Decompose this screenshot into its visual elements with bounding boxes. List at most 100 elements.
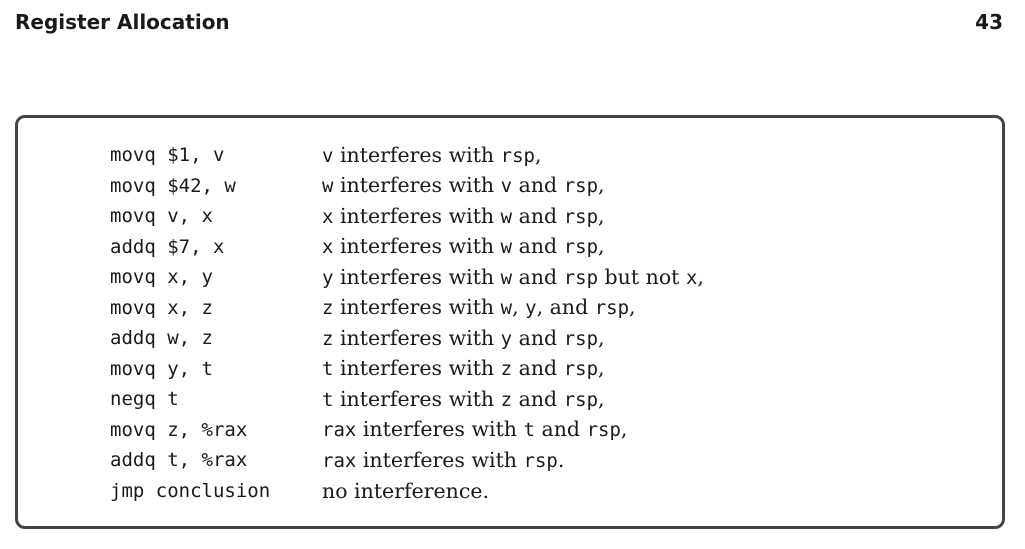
interference-note: x interferes with w and rsp,	[322, 201, 605, 233]
note-text: and	[512, 234, 564, 258]
note-text: ,	[598, 356, 605, 380]
instruction-code: movq x, y	[110, 266, 213, 288]
interference-note: v interferes with rsp,	[322, 140, 542, 172]
variable-name: w	[500, 236, 513, 258]
instruction-code: movq $1, v	[110, 144, 225, 166]
interference-note: z interferes with y and rsp,	[322, 323, 605, 355]
listing-row: addq $7, x x interferes with w and rsp,	[110, 232, 704, 263]
listing-row: addq t, %rax rax interferes with rsp.	[110, 445, 704, 476]
variable-name: v	[500, 175, 513, 197]
variable-name: x	[322, 205, 334, 228]
note-text: interferes with	[333, 142, 501, 167]
variable-name: w	[500, 297, 513, 319]
listing-row: movq z, %rax rax interferes with t and rs…	[110, 415, 704, 446]
variable-name: w	[500, 205, 513, 228]
instruction-code: movq y, t	[110, 357, 213, 380]
note-text: ,	[697, 264, 704, 289]
interference-note: rax interferes with rsp.	[322, 445, 564, 477]
note-text: ,	[629, 295, 636, 319]
listing-row: addq w, z z interferes with y and rsp,	[110, 323, 704, 354]
variable-name: rsp	[523, 449, 558, 472]
note-text: ,	[620, 417, 628, 441]
note-text: ,	[534, 142, 542, 167]
note-text: interferes with	[356, 417, 524, 441]
slide-title: Register Allocation	[15, 10, 230, 34]
note-text: ,	[598, 325, 605, 350]
note-text: and	[512, 264, 564, 289]
interference-note: rax interferes with t and rsp,	[322, 414, 627, 446]
instruction-code: movq v, x	[110, 205, 213, 227]
note-text: interferes with	[333, 356, 501, 380]
variable-name: rax	[322, 419, 357, 441]
listing-row: movq $42, w w interferes with v and rsp,	[110, 171, 704, 202]
slide-header: Register Allocation 43	[15, 10, 1003, 36]
variable-name: rsp	[563, 358, 599, 380]
instruction-code: movq x, z	[110, 296, 213, 319]
note-text: ,	[598, 173, 605, 197]
note-text: but not	[598, 264, 686, 289]
variable-name: rsp	[500, 144, 535, 167]
variable-name: rsp	[563, 205, 599, 228]
variable-name: rsp	[586, 419, 621, 441]
variable-name: rsp	[563, 266, 599, 289]
interference-note: z interferes with w, y, and rsp,	[322, 292, 636, 324]
variable-name: z	[500, 358, 513, 380]
note-text: and	[512, 386, 564, 411]
interference-note: y interferes with w and rsp but not x,	[322, 262, 704, 294]
instruction-code: jmp conclusion	[110, 479, 271, 502]
instruction-code: addq $7, x	[110, 235, 225, 258]
variable-name: v	[322, 144, 334, 167]
note-text: interferes with	[356, 447, 524, 472]
note-text: interferes with	[333, 386, 501, 411]
note-text: no interference.	[322, 478, 489, 503]
interference-note: no interference.	[322, 476, 489, 507]
listing-row: jmp conclusion no interference.	[110, 476, 704, 507]
note-text: , and	[536, 295, 595, 319]
note-text: and	[534, 417, 587, 441]
listing-frame	[15, 115, 1005, 529]
interference-note: w interferes with v and rsp,	[322, 170, 605, 202]
note-text: interferes with	[333, 264, 501, 289]
variable-name: y	[322, 266, 334, 289]
listing-row: negq t t interferes with z and rsp,	[110, 384, 704, 415]
instruction-code: movq $42, w	[110, 174, 236, 197]
note-text: and	[512, 325, 564, 350]
page-number: 43	[975, 10, 1003, 34]
variable-name: y	[525, 297, 537, 319]
note-text: interferes with	[333, 325, 501, 350]
instruction-code: negq t	[110, 388, 179, 410]
variable-name: rsp	[594, 297, 630, 319]
variable-name: t	[322, 358, 334, 380]
note-text: and	[512, 173, 564, 197]
variable-name: rax	[322, 449, 357, 472]
variable-name: y	[500, 327, 513, 350]
variable-name: x	[322, 236, 334, 258]
note-text: ,	[598, 203, 605, 228]
listing-row: movq x, z z interferes with w, y, and rsp…	[110, 293, 704, 324]
variable-name: rsp	[563, 388, 599, 411]
variable-name: t	[322, 388, 334, 411]
variable-name: w	[322, 175, 334, 197]
note-text: and	[512, 203, 564, 228]
instruction-code: addq w, z	[110, 327, 213, 349]
variable-name: w	[500, 266, 513, 289]
listing-row: movq $1, v v interferes with rsp,	[110, 140, 704, 171]
instruction-code: movq z, %rax	[110, 418, 248, 441]
note-text: ,	[598, 234, 605, 258]
variable-name: rsp	[563, 236, 599, 258]
note-text: interferes with	[333, 234, 501, 258]
note-text: interferes with	[333, 173, 501, 197]
variable-name: x	[685, 266, 698, 289]
note-text: and	[512, 356, 564, 380]
instruction-code: addq t, %rax	[110, 449, 248, 471]
listing-row: movq v, x x interferes with w and rsp,	[110, 201, 704, 232]
interference-note: t interferes with z and rsp,	[322, 353, 605, 385]
listing-row: movq x, y y interferes with w and rsp but…	[110, 262, 704, 293]
variable-name: t	[523, 419, 535, 441]
note-text: .	[557, 447, 565, 472]
variable-name: z	[500, 388, 513, 411]
variable-name: z	[322, 327, 334, 350]
note-text: interferes with	[333, 295, 501, 319]
interference-note: x interferes with w and rsp,	[322, 231, 605, 263]
